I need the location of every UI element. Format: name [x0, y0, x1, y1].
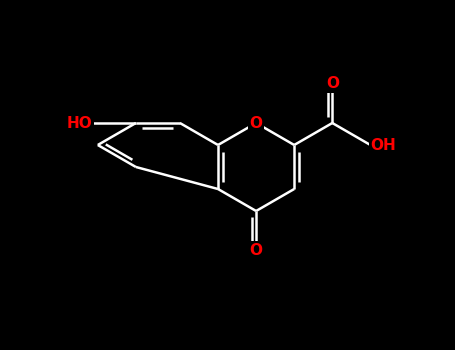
Text: OH: OH: [370, 138, 396, 153]
Text: HO: HO: [66, 116, 92, 131]
Text: O: O: [326, 76, 339, 91]
Text: O: O: [250, 243, 263, 258]
Text: O: O: [250, 116, 263, 131]
